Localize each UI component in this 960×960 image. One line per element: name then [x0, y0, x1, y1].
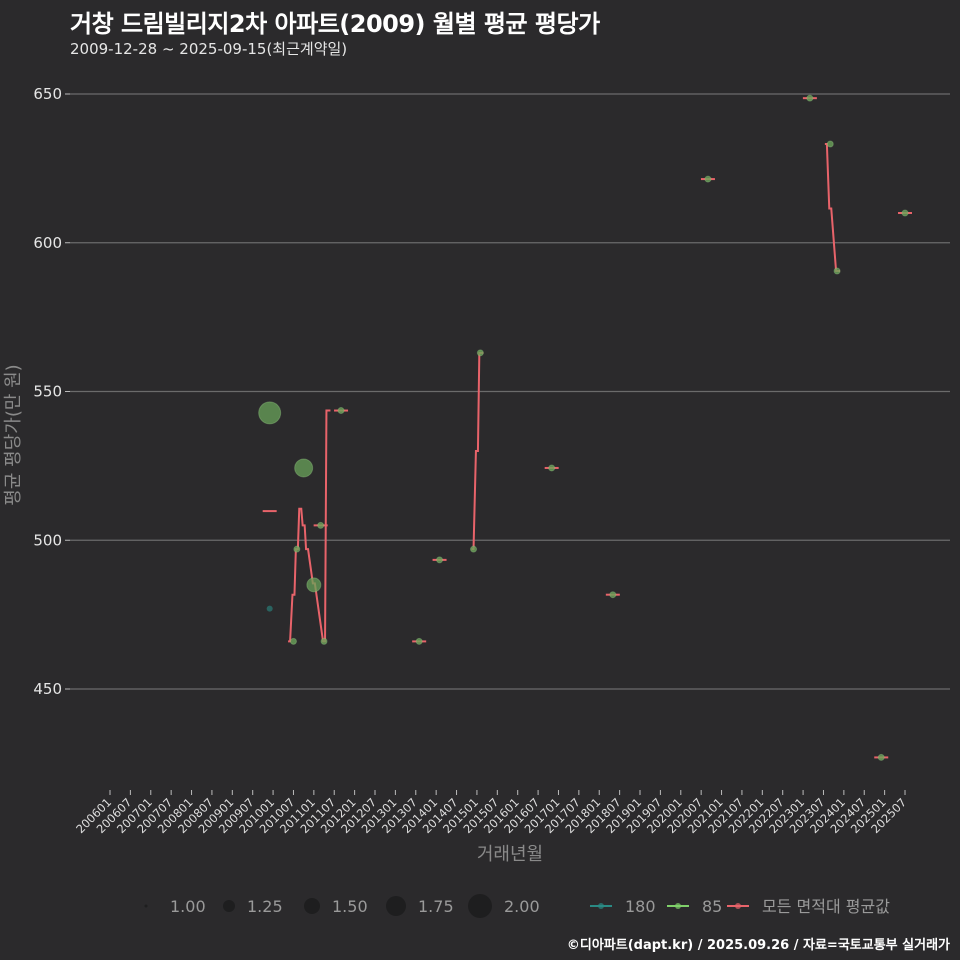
legend-size-circle — [304, 898, 320, 914]
point-85 — [415, 637, 423, 645]
legend-size-label: 1.00 — [170, 897, 206, 916]
point-85 — [476, 349, 484, 357]
point-85 — [806, 94, 814, 102]
source-caption: ©디아파트(dapt.kr) / 2025.09.26 / 자료=국토교통부 실… — [566, 938, 950, 953]
y-tick-label: 650 — [33, 85, 62, 103]
point-180 — [266, 605, 273, 612]
legend-size-circle — [144, 904, 148, 908]
legend-dot — [675, 903, 681, 909]
legend-size-label: 1.25 — [247, 897, 283, 916]
y-tick-label: 450 — [33, 680, 62, 698]
legend-size-circle — [386, 896, 406, 916]
point-85 — [826, 140, 834, 148]
point-85 — [306, 577, 322, 593]
point-85 — [470, 545, 478, 553]
point-85 — [337, 407, 345, 415]
avg-step-line — [824, 142, 841, 273]
point-85 — [436, 556, 444, 564]
legend-size-label: 1.50 — [332, 897, 368, 916]
point-85 — [548, 464, 556, 472]
legend-dot — [735, 903, 741, 909]
avg-step-line — [471, 351, 484, 551]
point-85 — [901, 209, 909, 217]
point-85 — [289, 637, 297, 645]
y-tick-label: 600 — [33, 234, 62, 252]
chart-subtitle: 2009-12-28 ~ 2025-09-15(최근계약일) — [70, 40, 348, 58]
point-85 — [320, 637, 328, 645]
point-85 — [317, 521, 325, 529]
legend-series-label: 모든 면적대 평균값 — [762, 897, 890, 916]
y-tick-label: 500 — [33, 531, 62, 549]
point-85 — [833, 267, 841, 275]
point-85 — [258, 401, 282, 425]
y-tick-label: 550 — [33, 383, 62, 401]
point-85 — [877, 753, 885, 761]
legend-size-label: 2.00 — [504, 897, 540, 916]
y-axis-label: 평균 평당가(만 원) — [3, 364, 24, 505]
point-85 — [293, 545, 301, 553]
legend-dot — [598, 903, 604, 909]
legend-size-label: 1.75 — [418, 897, 454, 916]
chart-title: 거창 드림빌리지2차 아파트(2009) 월별 평균 평당가 — [70, 10, 600, 38]
legend-size-circle — [223, 900, 235, 912]
point-85 — [704, 175, 712, 183]
x-axis-label: 거래년월 — [477, 844, 543, 865]
legend-series-label: 180 — [625, 897, 656, 916]
point-85 — [294, 458, 314, 478]
point-85 — [609, 591, 617, 599]
legend-series-label: 85 — [702, 897, 722, 916]
legend-size-circle — [468, 894, 492, 918]
